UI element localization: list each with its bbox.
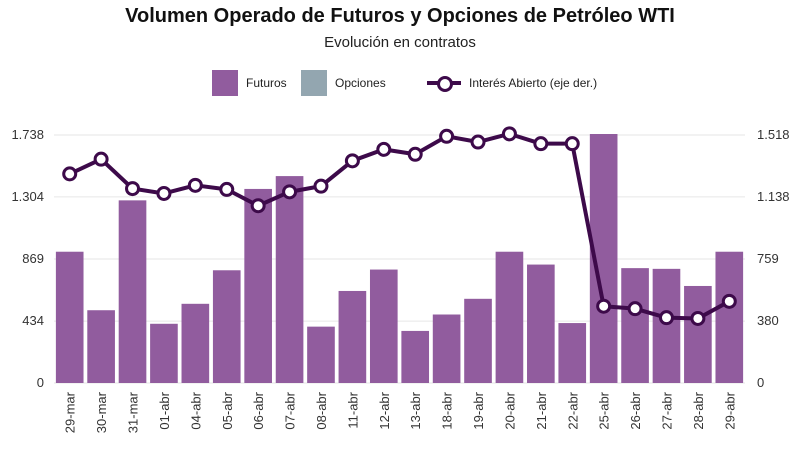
point-interes-abierto	[721, 293, 737, 309]
legend-swatch-opciones	[301, 70, 327, 96]
x-tick-label: 18-abr	[440, 391, 455, 429]
point-interes-abierto	[250, 198, 266, 214]
y-right-tick-label: 759	[757, 251, 779, 266]
point-interes-abierto	[470, 134, 486, 150]
x-tick-label: 05-abr	[220, 391, 235, 429]
point-interes-abierto	[344, 153, 360, 169]
bar-futuros	[432, 314, 461, 383]
point-interes-abierto	[564, 136, 580, 152]
point-interes-abierto	[501, 126, 517, 142]
x-tick-label: 22-abr	[565, 391, 580, 429]
point-interes-abierto	[156, 185, 172, 201]
y-left-tick-label: 869	[22, 251, 44, 266]
x-tick-label: 21-abr	[534, 391, 549, 429]
point-interes-abierto	[533, 136, 549, 152]
x-tick-label: 12-abr	[377, 391, 392, 429]
point-interes-abierto	[282, 184, 298, 200]
bar-futuros	[558, 323, 587, 383]
y-right-tick-label: 1.518	[757, 127, 790, 142]
bar-futuros	[495, 251, 524, 383]
x-tick-label: 25-abr	[597, 391, 612, 429]
line-interes-abierto	[68, 131, 731, 321]
point-interes-abierto	[376, 141, 392, 157]
legend-label-opciones: Opciones	[335, 76, 386, 90]
x-tick-label: 13-abr	[408, 391, 423, 429]
y-left-tick-label: 1.304	[11, 189, 44, 204]
x-tick-label: 28-abr	[691, 391, 706, 429]
point-interes-abierto	[125, 181, 141, 197]
legend-label-interes: Interés Abierto (eje der.)	[469, 76, 598, 90]
x-tick-label: 11-abr	[345, 391, 360, 428]
point-interes-abierto	[313, 178, 329, 194]
x-tick-label: 06-abr	[251, 391, 266, 429]
chart-title: Volumen Operado de Futuros y Opciones de…	[125, 5, 675, 27]
point-interes-abierto	[93, 151, 109, 167]
bar-futuros	[55, 251, 84, 383]
chart-subtitle: Evolución en contratos	[324, 34, 476, 51]
point-interes-abierto	[627, 301, 643, 317]
bar-futuros	[652, 268, 681, 383]
y-left-tick-label: 0	[37, 375, 44, 390]
bar-futuros	[715, 251, 744, 383]
bar-futuros	[181, 303, 210, 383]
bar-futuros	[338, 290, 367, 383]
bar-futuros	[118, 200, 147, 383]
bar-futuros	[401, 330, 430, 383]
x-tick-label: 26-abr	[628, 391, 643, 429]
y-right-tick-label: 380	[757, 313, 779, 328]
bar-futuros	[212, 270, 241, 383]
x-tick-label: 04-abr	[188, 391, 203, 429]
bar-futuros	[150, 323, 178, 383]
y-left-tick-label: 434	[22, 313, 44, 328]
chart-legend: Futuros Opciones Interés Abierto (eje de…	[0, 70, 800, 98]
bar-futuros	[621, 268, 649, 383]
x-tick-label: 19-abr	[471, 391, 486, 429]
x-tick-label: 27-abr	[659, 391, 674, 429]
bar-futuros	[684, 285, 712, 383]
x-tick-label: 08-abr	[314, 391, 329, 429]
bar-futuros	[307, 326, 335, 383]
x-tick-label: 20-abr	[502, 391, 517, 429]
bar-futuros	[527, 264, 555, 383]
point-interes-abierto	[187, 177, 203, 193]
bar-futuros	[87, 310, 115, 383]
x-tick-label: 29-mar	[63, 391, 78, 433]
x-tick-label: 01-abr	[157, 391, 172, 429]
legend-item-interes: Interés Abierto (eje der.)	[427, 70, 597, 96]
point-interes-abierto	[439, 128, 455, 144]
y-right-tick-label: 1.138	[757, 189, 790, 204]
x-tick-label: 31-mar	[126, 391, 141, 433]
point-interes-abierto	[407, 146, 423, 162]
legend-swatch-futuros	[212, 70, 238, 96]
bar-futuros	[275, 176, 304, 383]
point-interes-abierto	[62, 166, 78, 182]
point-interes-abierto	[690, 310, 706, 326]
legend-item-futuros: Futuros	[212, 70, 287, 96]
point-interes-abierto	[219, 181, 235, 197]
point-interes-abierto	[658, 310, 674, 326]
bar-futuros	[369, 269, 398, 383]
legend-item-opciones: Opciones	[301, 70, 386, 96]
point-interes-abierto	[596, 298, 612, 314]
bar-futuros	[464, 298, 492, 383]
legend-label-futuros: Futuros	[246, 76, 287, 90]
bar-futuros	[244, 188, 272, 383]
y-right-tick-label: 0	[757, 375, 764, 390]
x-tick-label: 07-abr	[283, 391, 298, 429]
y-left-tick-label: 1.738	[11, 127, 44, 142]
legend-line-interes	[427, 70, 461, 96]
x-tick-label: 29-abr	[722, 391, 737, 429]
x-tick-label: 30-mar	[94, 391, 109, 433]
